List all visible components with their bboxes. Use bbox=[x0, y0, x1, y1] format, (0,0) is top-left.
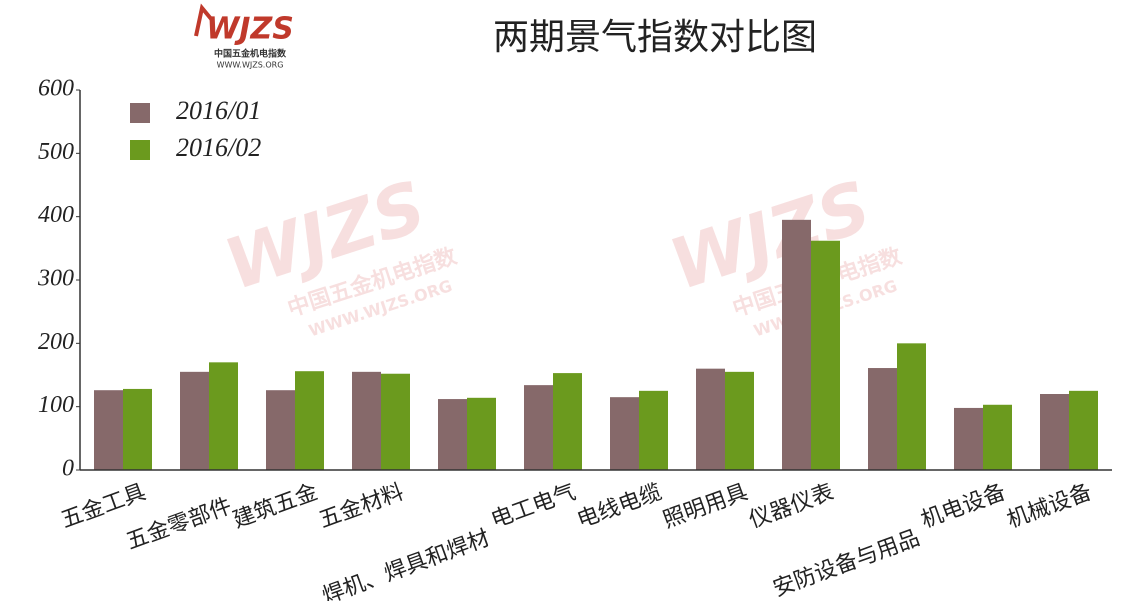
x-tick-label: 机械设备 bbox=[1004, 480, 1095, 534]
x-tick-label: 电线电缆 bbox=[574, 480, 665, 534]
x-tick-label: 焊机、焊具和焊材 bbox=[319, 526, 493, 601]
legend-swatch bbox=[130, 140, 150, 160]
x-tick-label: 五金工具 bbox=[58, 480, 149, 534]
legend-swatch bbox=[130, 103, 150, 123]
chart-title: 两期景气指数对比图 bbox=[493, 17, 817, 58]
logo-url: WWW.WJZS.ORG bbox=[217, 61, 284, 70]
x-tick-label: 五金材料 bbox=[316, 480, 407, 534]
x-tick-label: 建筑五金 bbox=[230, 480, 321, 534]
x-tick-label: 仪器仪表 bbox=[746, 480, 837, 534]
bar bbox=[180, 371, 209, 470]
bar bbox=[639, 390, 668, 470]
legend-label: 2016/01 bbox=[176, 96, 261, 125]
y-tick-label: 0 bbox=[62, 456, 74, 482]
bar bbox=[782, 219, 811, 470]
bar bbox=[954, 407, 983, 470]
bar bbox=[725, 371, 754, 470]
bar bbox=[352, 371, 381, 470]
y-tick-label: 100 bbox=[38, 392, 74, 418]
bar bbox=[983, 404, 1012, 470]
x-tick-label: 安防设备与用品 bbox=[770, 526, 923, 601]
logo-subtitle: 中国五金机电指数 bbox=[214, 48, 287, 60]
logo-name: WJZS bbox=[206, 12, 294, 47]
bar bbox=[868, 368, 897, 470]
bar bbox=[897, 343, 926, 470]
bar bbox=[266, 390, 295, 470]
bar bbox=[696, 368, 725, 470]
bar bbox=[610, 397, 639, 470]
bar bbox=[123, 388, 152, 470]
y-tick-label: 200 bbox=[38, 329, 74, 355]
y-tick-label: 500 bbox=[38, 139, 74, 165]
bar bbox=[381, 373, 410, 470]
bar bbox=[295, 371, 324, 470]
x-tick-label: 机电设备 bbox=[918, 480, 1009, 534]
bar bbox=[1040, 394, 1069, 470]
x-tick-label: 照明用具 bbox=[660, 480, 751, 534]
y-tick-label: 300 bbox=[37, 266, 74, 292]
logo-arrow bbox=[194, 3, 214, 37]
x-tick-label: 电工电气 bbox=[488, 480, 579, 534]
legend-label: 2016/02 bbox=[176, 133, 261, 162]
bar bbox=[1069, 390, 1098, 470]
logo: WJZS 中国五金机电指数 WWW.WJZS.ORG bbox=[194, 3, 294, 70]
y-tick-label: 400 bbox=[38, 202, 74, 228]
watermark: WJZS 中国五金机电指数 WWW.WJZS.ORG bbox=[215, 165, 460, 340]
bar bbox=[209, 362, 238, 470]
bar bbox=[524, 385, 553, 470]
bar bbox=[438, 399, 467, 470]
bar bbox=[553, 373, 582, 470]
bar bbox=[94, 390, 123, 470]
bar bbox=[467, 397, 496, 470]
y-tick-label: 600 bbox=[38, 76, 74, 102]
bar bbox=[811, 240, 840, 470]
